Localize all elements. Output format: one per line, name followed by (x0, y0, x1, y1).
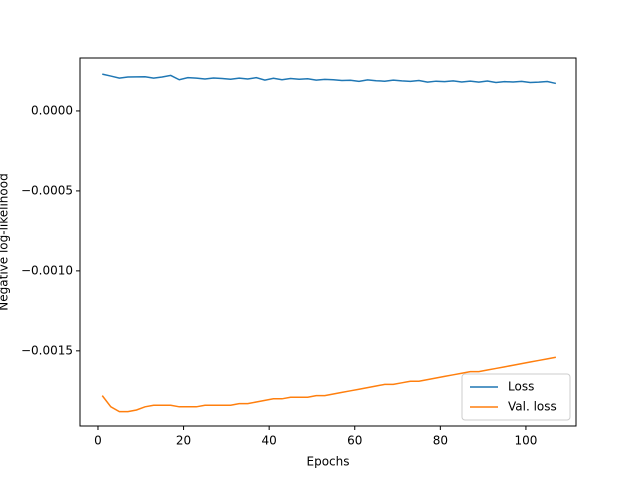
plot-frame (79, 57, 577, 427)
legend-label: Loss (508, 380, 534, 394)
legend-box (461, 373, 571, 421)
y-axis-label: Negative log-likelihood (0, 173, 11, 310)
x-tick-label: 100 (514, 434, 537, 448)
y-tick-label: −0.0005 (21, 183, 73, 197)
x-tick-label: 0 (94, 434, 102, 448)
data-line (102, 73, 557, 85)
x-tick-label: 20 (176, 434, 191, 448)
data-line (101, 356, 557, 413)
x-tick-label: 60 (347, 434, 362, 448)
x-tick-label: 80 (433, 434, 448, 448)
y-tick-label: −0.0015 (21, 343, 73, 357)
x-tick-label: 40 (262, 434, 277, 448)
y-tick-label: 0.0000 (31, 103, 73, 117)
y-tick-label: −0.0010 (21, 263, 73, 277)
legend-label: Val. loss (508, 400, 557, 414)
x-axis-label: Epochs (307, 455, 350, 469)
